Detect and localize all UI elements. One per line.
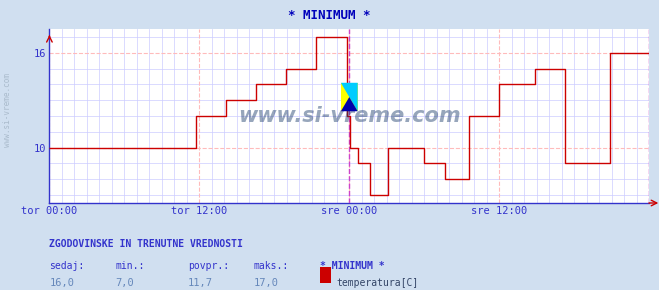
Text: sedaj:: sedaj: <box>49 261 84 271</box>
Text: povpr.:: povpr.: <box>188 261 229 271</box>
Text: 16,0: 16,0 <box>49 278 74 288</box>
Polygon shape <box>341 97 358 111</box>
Text: * MINIMUM *: * MINIMUM * <box>288 9 371 22</box>
Text: maks.:: maks.: <box>254 261 289 271</box>
Text: 17,0: 17,0 <box>254 278 279 288</box>
Text: www.si-vreme.com: www.si-vreme.com <box>238 106 461 126</box>
Polygon shape <box>341 83 358 111</box>
Text: min.:: min.: <box>115 261 145 271</box>
Text: * MINIMUM *: * MINIMUM * <box>320 261 384 271</box>
Text: 11,7: 11,7 <box>188 278 213 288</box>
Bar <box>341 83 358 111</box>
Text: www.si-vreme.com: www.si-vreme.com <box>3 73 13 147</box>
Text: 7,0: 7,0 <box>115 278 134 288</box>
Text: temperatura[C]: temperatura[C] <box>336 278 418 288</box>
Text: ZGODOVINSKE IN TRENUTNE VREDNOSTI: ZGODOVINSKE IN TRENUTNE VREDNOSTI <box>49 239 243 249</box>
